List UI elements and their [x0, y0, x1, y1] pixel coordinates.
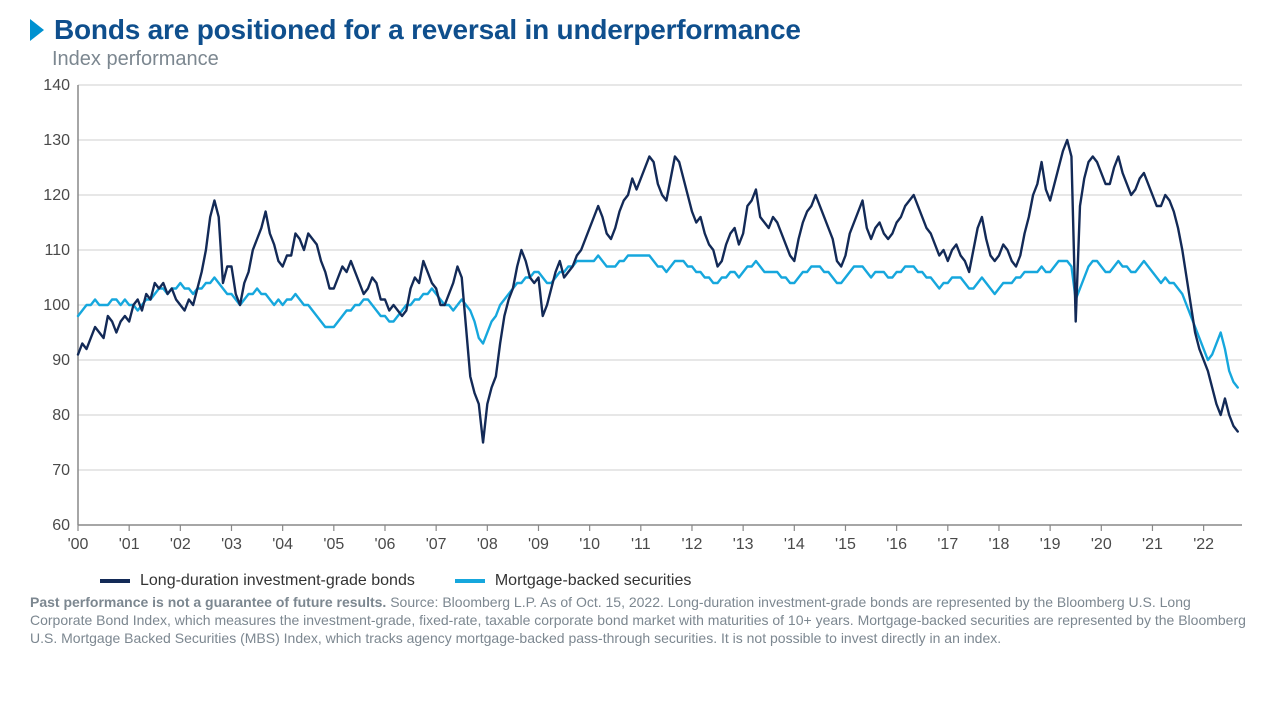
svg-text:100: 100	[43, 297, 70, 314]
svg-text:'12: '12	[682, 536, 703, 553]
svg-text:130: 130	[43, 132, 70, 149]
svg-text:'11: '11	[631, 536, 651, 553]
svg-text:'02: '02	[170, 536, 191, 553]
svg-text:'09: '09	[528, 536, 549, 553]
svg-text:90: 90	[52, 352, 70, 369]
svg-text:'08: '08	[477, 536, 498, 553]
legend-label: Long-duration investment-grade bonds	[140, 572, 415, 590]
svg-text:'05: '05	[323, 536, 344, 553]
svg-text:'20: '20	[1091, 536, 1112, 553]
legend-item: Mortgage-backed securities	[455, 572, 692, 590]
svg-text:'01: '01	[119, 536, 140, 553]
legend-item: Long-duration investment-grade bonds	[100, 572, 415, 590]
svg-text:140: 140	[43, 77, 70, 94]
legend: Long-duration investment-grade bonds Mort…	[100, 572, 1250, 590]
chart-card: Bonds are positioned for a reversal in u…	[0, 0, 1280, 704]
svg-text:'06: '06	[375, 536, 396, 553]
svg-text:'21: '21	[1142, 536, 1163, 553]
svg-text:60: 60	[52, 517, 70, 534]
svg-text:'13: '13	[733, 536, 754, 553]
svg-text:'00: '00	[68, 536, 89, 553]
disclaimer-text: Past performance is not a guarantee of f…	[30, 594, 1250, 648]
chart-title: Bonds are positioned for a reversal in u…	[54, 14, 801, 46]
disclaimer-bold: Past performance is not a guarantee of f…	[30, 594, 386, 610]
chart-area: 60 70 80 90 100 110 120 130 140 '00 '01 '02 '03 '04 '0…	[30, 75, 1250, 570]
legend-swatch	[455, 579, 485, 583]
play-icon	[30, 19, 44, 41]
svg-text:'03: '03	[221, 536, 242, 553]
svg-text:'19: '19	[1040, 536, 1061, 553]
svg-text:80: 80	[52, 407, 70, 424]
svg-text:'07: '07	[426, 536, 447, 553]
legend-label: Mortgage-backed securities	[495, 572, 692, 590]
svg-text:'18: '18	[989, 536, 1010, 553]
svg-text:'15: '15	[835, 536, 856, 553]
svg-text:'04: '04	[272, 536, 293, 553]
svg-text:'16: '16	[886, 536, 907, 553]
svg-text:'22: '22	[1193, 536, 1214, 553]
chart-subtitle: Index performance	[52, 48, 1250, 71]
line-chart: 60 70 80 90 100 110 120 130 140 '00 '01 '02 '03 '04 '0…	[30, 75, 1250, 565]
legend-swatch	[100, 579, 130, 583]
svg-text:120: 120	[43, 187, 70, 204]
svg-text:110: 110	[44, 242, 70, 259]
svg-text:'17: '17	[937, 536, 958, 553]
svg-text:'14: '14	[784, 536, 805, 553]
svg-text:70: 70	[52, 462, 70, 479]
svg-text:'10: '10	[579, 536, 600, 553]
title-row: Bonds are positioned for a reversal in u…	[30, 14, 1250, 46]
